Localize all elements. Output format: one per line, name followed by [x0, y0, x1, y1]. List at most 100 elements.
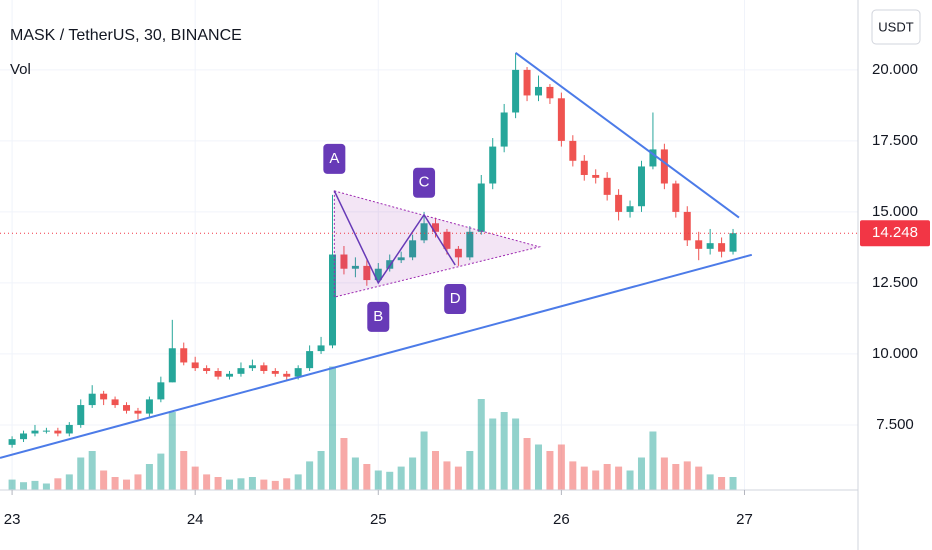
volume-bar [489, 418, 497, 490]
trend-line [0, 253, 753, 459]
last-price-box [860, 220, 930, 247]
candle-body [306, 351, 314, 369]
volume-bar [329, 366, 337, 490]
volume-bar [317, 451, 325, 490]
volume-bar [248, 477, 256, 490]
candle-body [546, 86, 554, 99]
candle-body [145, 399, 153, 414]
candle-body [363, 265, 371, 281]
candle-body [374, 268, 382, 281]
candle-body [443, 231, 451, 249]
x-tick-label: 27 [736, 511, 753, 528]
candle-body [477, 183, 485, 232]
candle-body [695, 240, 703, 249]
candle-body [157, 382, 165, 400]
candle-body [20, 433, 28, 440]
volume-bar [706, 474, 714, 490]
volume-bar [466, 451, 474, 490]
candle-body [260, 365, 268, 371]
candle-body [534, 86, 542, 96]
candle-body [489, 146, 497, 184]
volume-bar [294, 474, 302, 490]
volume-bar [111, 477, 119, 490]
volume-bar [500, 412, 508, 490]
candle-body [592, 174, 600, 178]
volume-bar [283, 478, 291, 490]
candle-body [329, 254, 337, 346]
y-tick-label: 20.000 [872, 61, 918, 78]
last-price-label: 14.248 [872, 224, 918, 241]
candle-body [8, 439, 16, 445]
candle-body [615, 194, 623, 212]
volume-bar [306, 461, 314, 490]
wave-label: A [329, 150, 339, 167]
volume-bar [603, 464, 611, 490]
wave-label-box [323, 143, 346, 174]
volume-bar [351, 457, 359, 490]
volume-bar [157, 453, 165, 490]
wave-label: D [450, 290, 461, 307]
volume-bar [660, 457, 668, 490]
candle-body [65, 424, 73, 434]
candle-body [248, 365, 256, 369]
candle-body [134, 410, 142, 414]
y-tick-label: 10.000 [872, 345, 918, 362]
currency-label[interactable]: USDT [878, 19, 913, 34]
candle-body [660, 149, 668, 184]
volume-bar [649, 431, 657, 490]
candle-body [77, 405, 85, 425]
volume-bar [557, 444, 565, 490]
volume-bar [580, 466, 588, 490]
volume-bar [534, 444, 542, 490]
candle-body [294, 368, 302, 377]
volume-bar [54, 478, 62, 490]
volume-bar [20, 482, 28, 490]
candle-body [466, 231, 474, 258]
candle-body [706, 243, 714, 249]
volume-label: Vol [10, 61, 31, 78]
volume-bar [637, 457, 645, 490]
candle-body [123, 405, 131, 411]
volume-bar [683, 461, 691, 490]
candle-body [523, 69, 531, 96]
candle-body [88, 393, 96, 406]
volume-bar [397, 466, 405, 490]
volume-bar [340, 438, 348, 490]
candle-body [512, 69, 520, 113]
volume-bar [477, 399, 485, 490]
candle-body [42, 430, 50, 432]
volume-bar [123, 479, 131, 490]
volume-bar [569, 461, 577, 490]
x-tick-label: 23 [4, 511, 21, 528]
candle-body [603, 177, 611, 195]
candle-body [729, 233, 737, 252]
volume-bar [77, 457, 85, 490]
y-tick-label: 17.500 [872, 132, 918, 149]
volume-bar [363, 464, 371, 490]
candle-body [191, 362, 199, 369]
volume-bar [512, 418, 520, 490]
triangle-pattern [333, 190, 542, 298]
volume-bar [8, 479, 16, 490]
wave-line [333, 190, 456, 285]
volume-bar [65, 474, 73, 490]
volume-bar [180, 451, 188, 490]
wave-label-box [444, 284, 467, 315]
volume-bar [145, 464, 153, 490]
x-tick-label: 26 [553, 511, 570, 528]
candle-body [317, 345, 325, 352]
volume-bar [443, 461, 451, 490]
volume-bar [271, 480, 279, 490]
candle-body [569, 140, 577, 161]
volume-bar [88, 451, 96, 490]
candle-body [168, 348, 176, 383]
candle-body [31, 430, 39, 434]
y-tick-label: 15.000 [872, 203, 918, 220]
candle-body [340, 254, 348, 269]
volume-bar [168, 412, 176, 490]
currency-button[interactable] [871, 9, 921, 45]
candle-body [500, 112, 508, 147]
candle-body [203, 368, 211, 371]
